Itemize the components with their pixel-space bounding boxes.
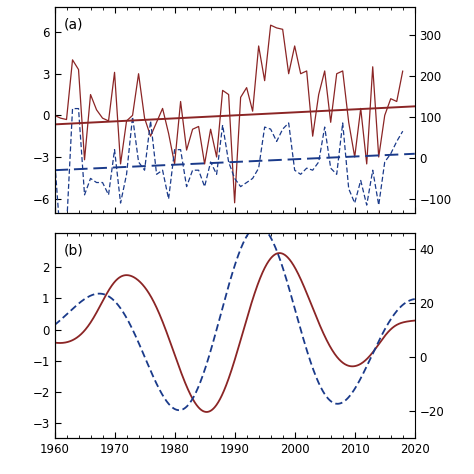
Text: (a): (a) — [64, 18, 83, 31]
Text: (b): (b) — [64, 243, 83, 257]
